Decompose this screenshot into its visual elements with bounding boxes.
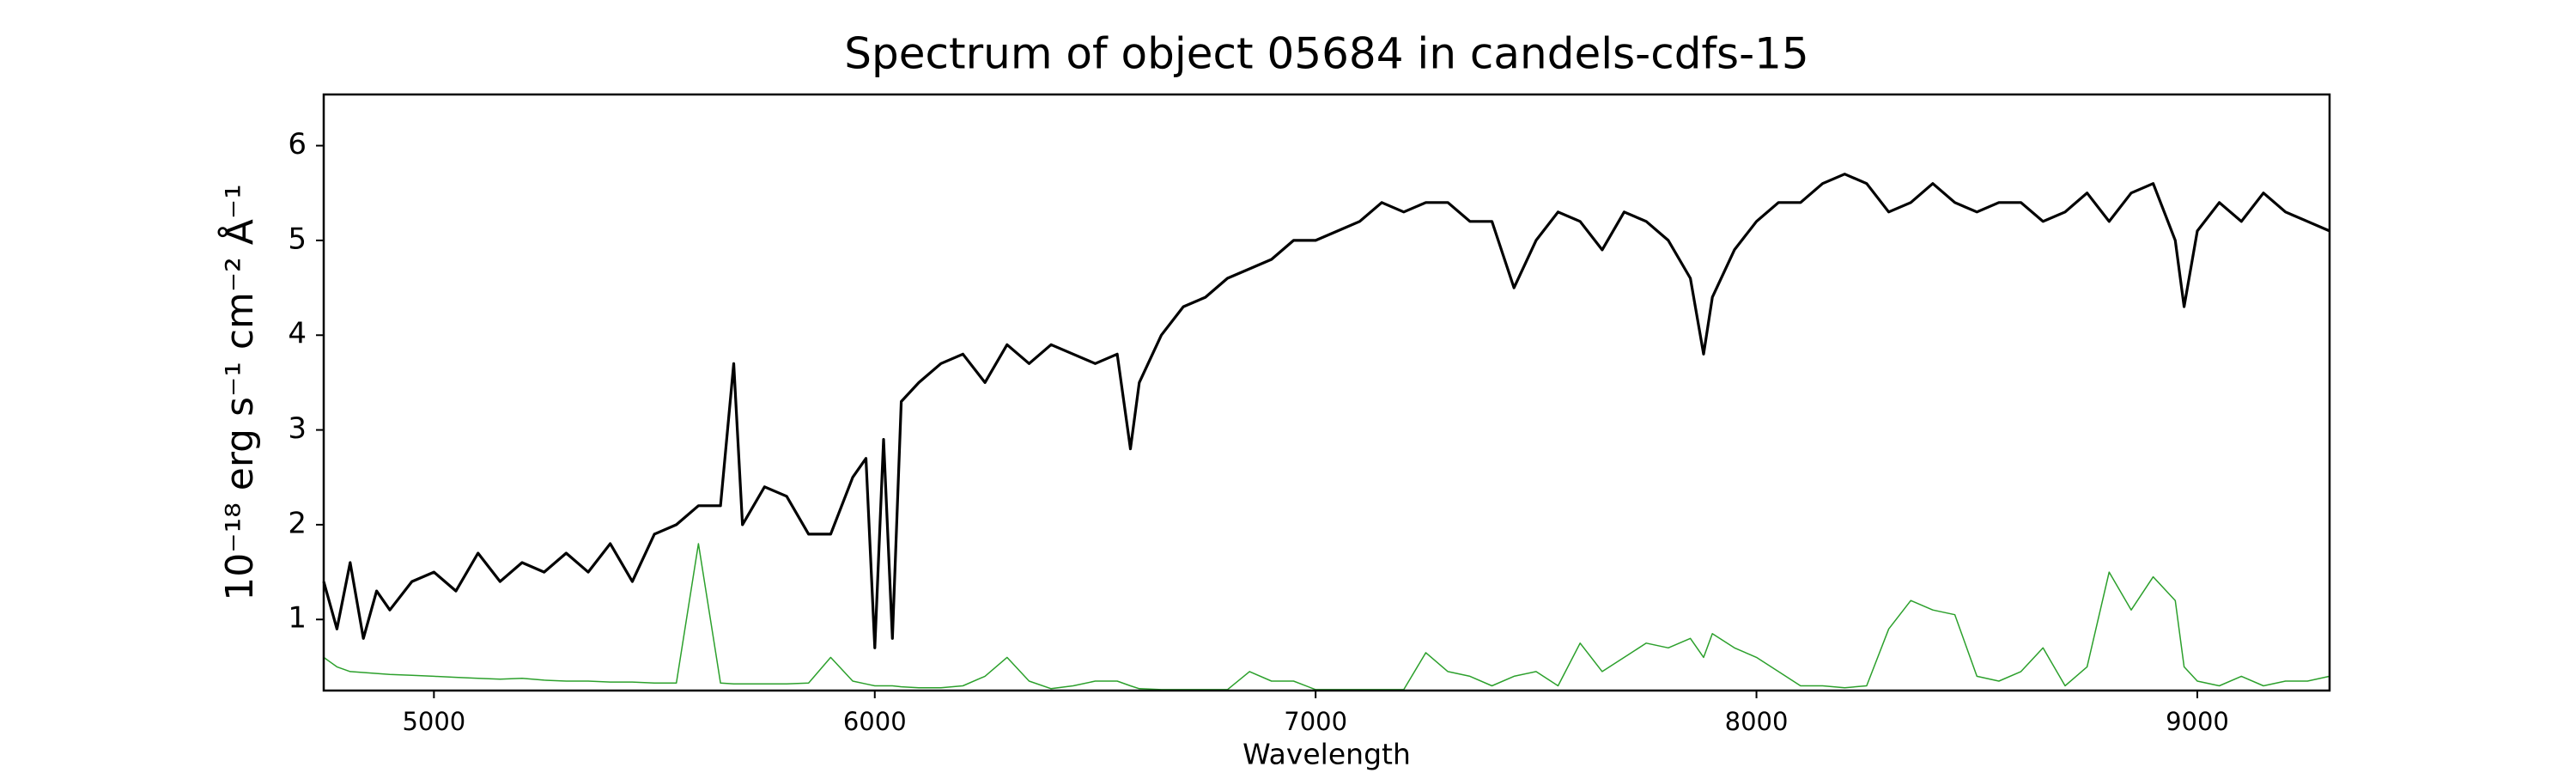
y-tick-label: 1	[288, 601, 307, 636]
y-tick-label: 6	[288, 127, 307, 161]
spectrum-line	[322, 173, 2330, 649]
y-tick-label: 2	[288, 506, 307, 540]
y-tick-label: 5	[288, 222, 307, 256]
y-tick-label: 3	[288, 411, 307, 446]
x-tick-label: 7000	[1284, 707, 1347, 736]
x-axis-label: Wavelength	[1242, 738, 1411, 771]
x-tick-label: 9000	[2166, 707, 2229, 736]
plot-frame	[322, 93, 2331, 692]
x-tick-label: 8000	[1725, 707, 1789, 736]
chart-title: Spectrum of object 05684 in candels-cdfs…	[844, 29, 1809, 79]
x-tick-label: 5000	[402, 707, 465, 736]
y-tick-label: 4	[288, 317, 307, 351]
spectrum-line	[323, 543, 2330, 691]
x-tick-label: 6000	[843, 707, 907, 736]
y-axis-label: 10⁻¹⁸ erg s⁻¹ cm⁻² Å⁻¹	[216, 184, 262, 600]
